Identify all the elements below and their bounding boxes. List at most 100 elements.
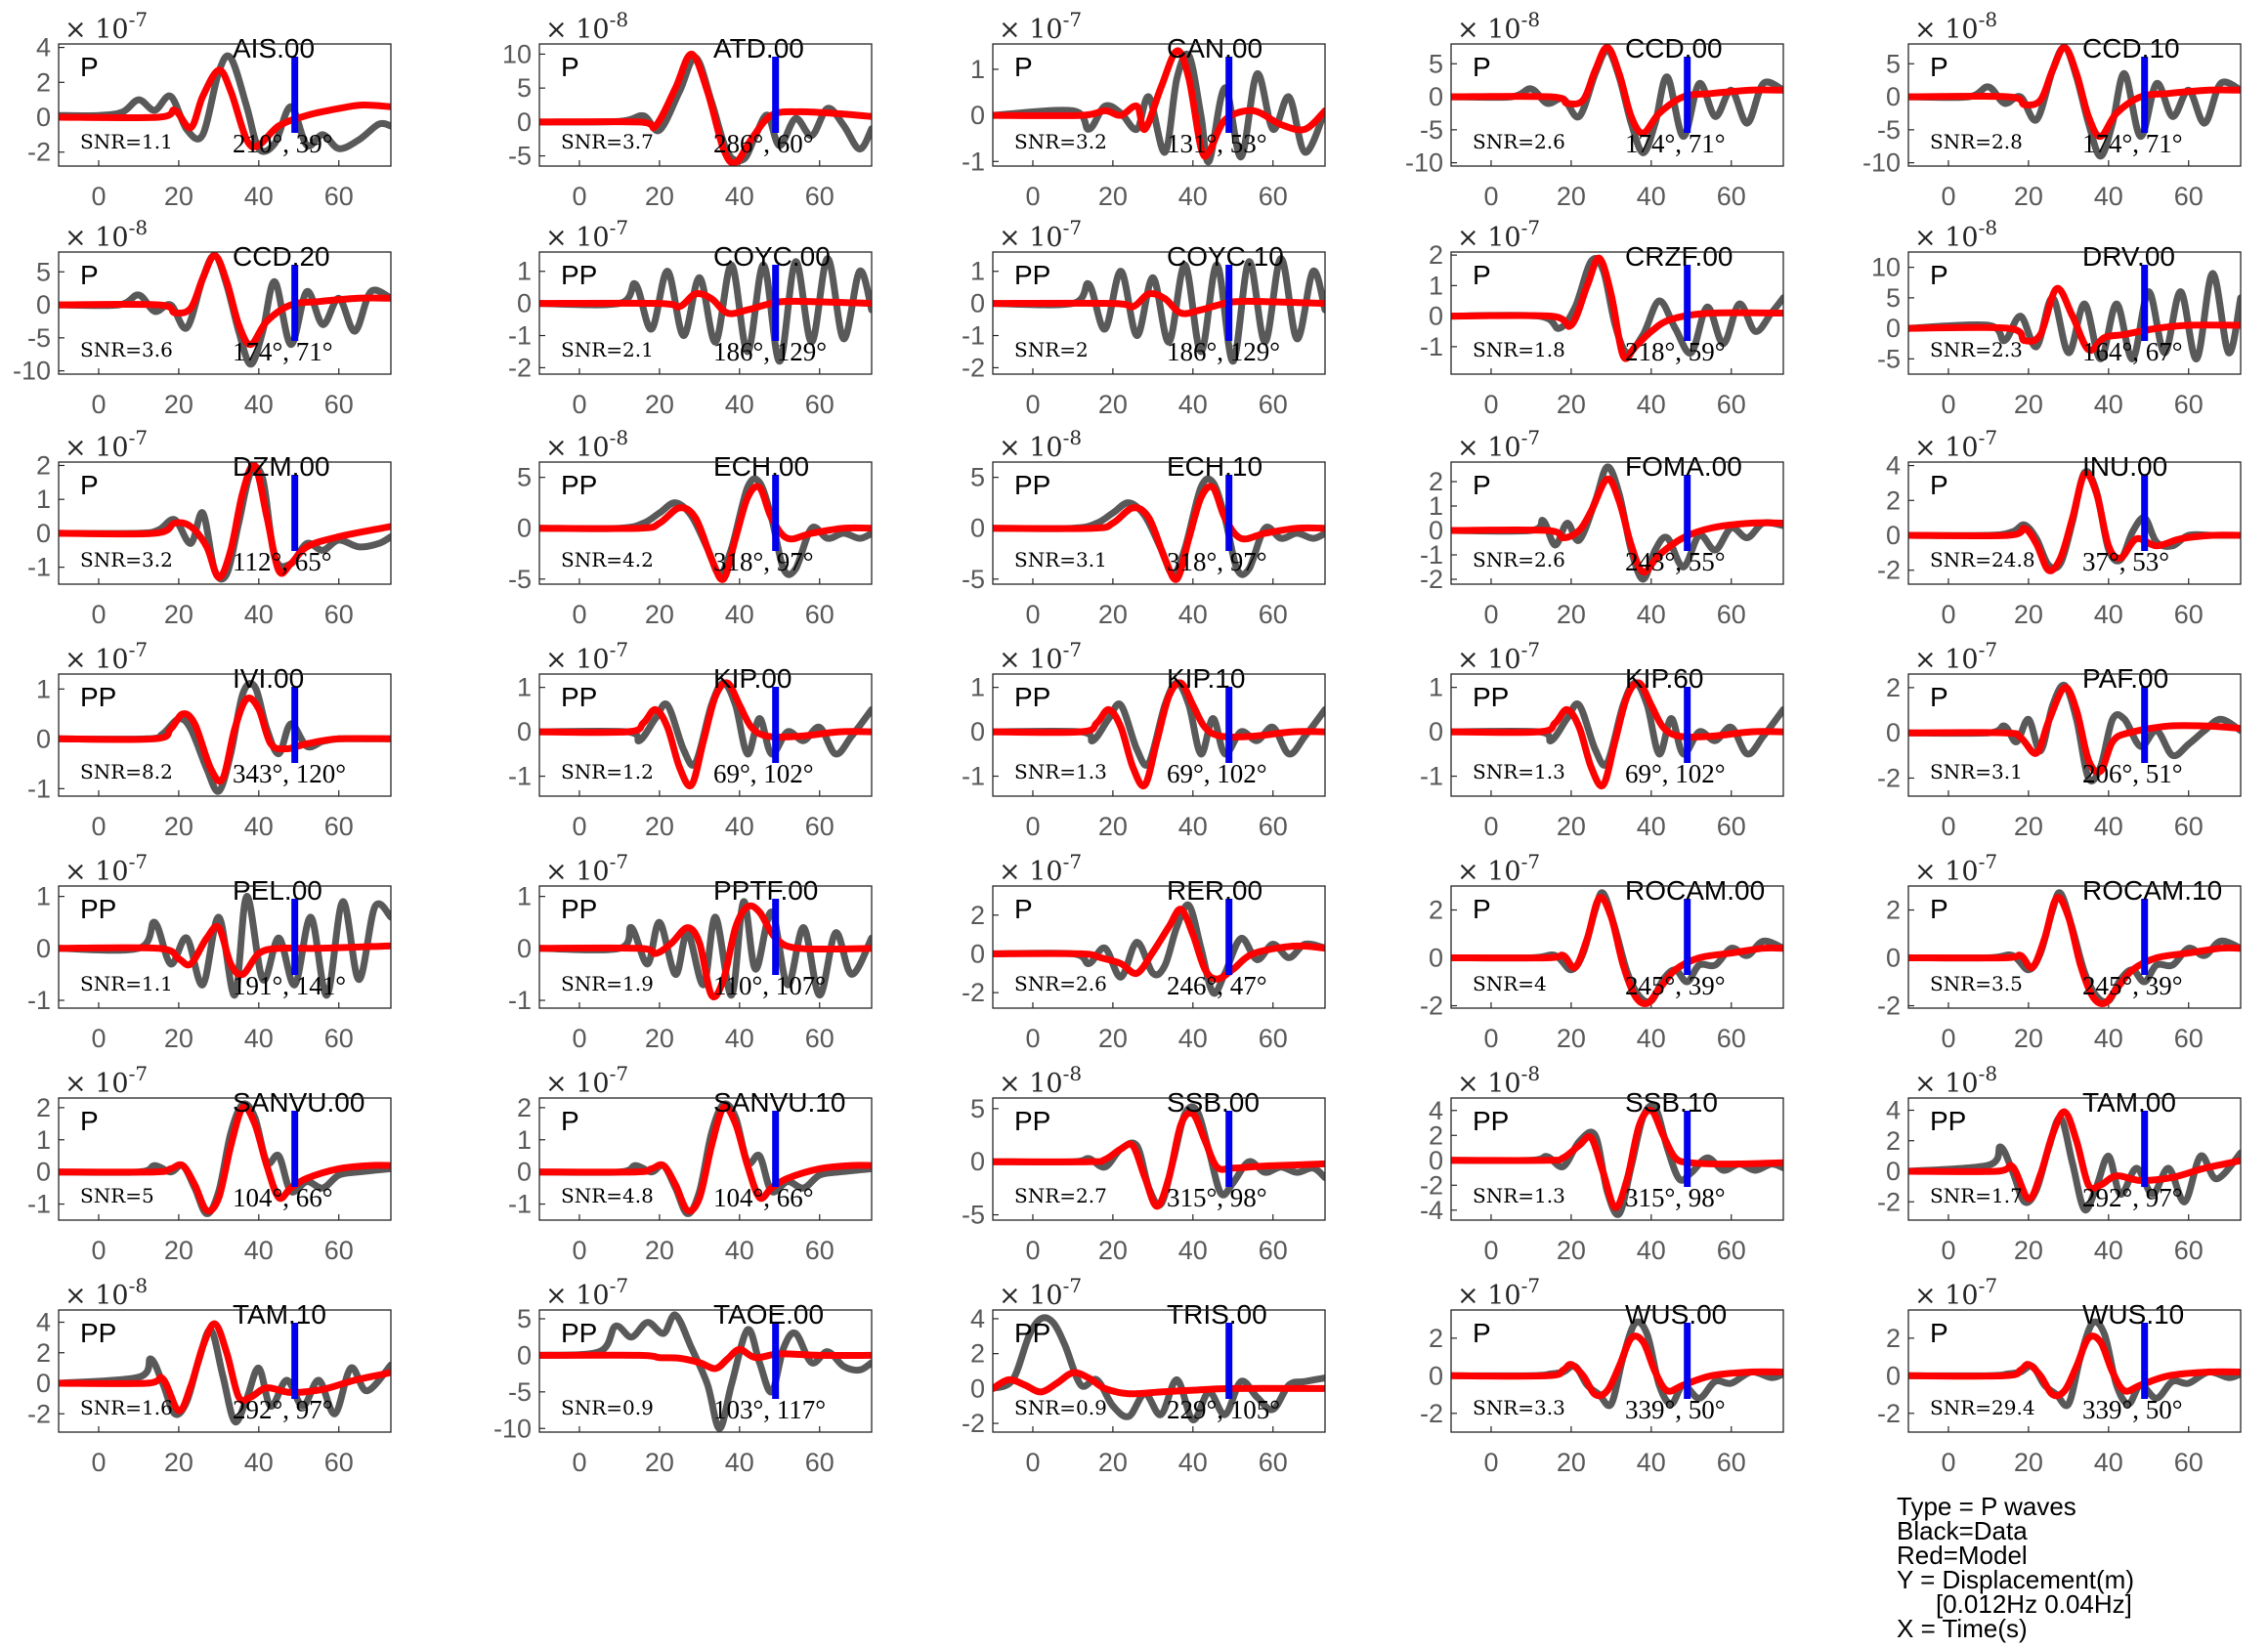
panel-ech-00-data-trace — [539, 475, 872, 578]
panel-ech-10-angles-label: 318°, 97° — [1167, 547, 1267, 576]
panel-dzm-00-exponent-base: × 10 — [64, 433, 129, 463]
panel-kip-60-xtick-label: 40 — [1637, 812, 1666, 841]
panel-taoe-00-time-marker — [772, 1323, 780, 1399]
panel-tam-00-xtick-label: 20 — [2014, 1236, 2043, 1265]
panel-ccd-20-ytick-label: -10 — [13, 357, 51, 386]
panel-paf-00-ytick-label: 2 — [1886, 673, 1901, 702]
panel-ais-00-exponent-power: -7 — [129, 8, 148, 31]
panel-pel-00-exponent-base: × 10 — [64, 857, 129, 887]
panel-paf-00-ytick-label: -2 — [1877, 763, 1901, 792]
panel-kip-00-exponent: × 10-7 — [545, 638, 628, 675]
panel-ccd-00-station-label: CCD.00 — [1625, 33, 1723, 63]
panel-drv-00-axes-frame — [1907, 251, 2242, 375]
panel-ech-10-axes-frame — [992, 461, 1326, 585]
panel-ccd-10-xtick-label: 0 — [1941, 182, 1955, 211]
legend-type: Type = P waves — [1897, 1492, 2076, 1521]
panel-foma-00-model-trace — [1451, 475, 1783, 576]
panel-ccd-10-angles-label: 174°, 71° — [2082, 129, 2183, 158]
panel-ccd-10-xtick-label: 20 — [2014, 182, 2043, 211]
panel-crzf-00-xtick-label: 20 — [1557, 390, 1586, 419]
panel-pel-00-xtick-label: 60 — [324, 1024, 354, 1053]
panel-rocam-10-xtick-label: 40 — [2094, 1024, 2123, 1053]
panel-wus-10-xtick-label: 20 — [2014, 1448, 2043, 1477]
panel-ivi-00-exponent-power: -7 — [129, 638, 148, 661]
panel-pptf-00-xtick-label: 0 — [572, 1024, 586, 1053]
panel-dzm-00-ytick-label: -1 — [27, 553, 51, 582]
panel-taoe-00-ytick-label: 5 — [517, 1304, 532, 1333]
panel-rocam-10-axes-frame — [1907, 885, 2242, 1009]
panel-atd-00-xtick-label: 0 — [572, 182, 586, 211]
panel-pel-00-axes-frame — [58, 885, 392, 1009]
panel-pptf-00-exponent-base: × 10 — [545, 857, 610, 887]
panel-drv-00-exponent-power: -8 — [1979, 216, 1997, 239]
panel-ech-10-exponent: × 10-8 — [999, 426, 1082, 463]
panel-tris-00-exponent: × 10-7 — [999, 1274, 1082, 1311]
panel-tam-00-time-marker — [2141, 1111, 2149, 1187]
panel-crzf-00-data-trace — [1451, 255, 1783, 357]
panel-crzf-00-ytick-label: 2 — [1429, 240, 1443, 270]
panel-kip-00-xtick-label: 40 — [725, 812, 754, 841]
panel-kip-10-exponent-power: -7 — [1063, 638, 1082, 661]
panel-kip-60-time-marker — [1684, 687, 1691, 763]
panel-tris-00-exponent-base: × 10 — [999, 1281, 1063, 1311]
panel-kip-60-angles-label: 69°, 102° — [1625, 759, 1726, 788]
panel-ccd-20-ytick-label: 5 — [36, 257, 51, 286]
panel-tris-00-ytick-label: 0 — [970, 1373, 985, 1403]
panel-coyc-10-ytick-label: -2 — [962, 353, 985, 382]
panel-paf-00-exponent: × 10-7 — [1914, 638, 1997, 675]
panel-drv-00-ytick-label: 5 — [1886, 283, 1901, 313]
panel-ech-00-exponent-base: × 10 — [545, 433, 610, 463]
panel-ssb-10-snr-label: SNR=1.3 — [1473, 1184, 1565, 1207]
panel-crzf-00-station-label: CRZF.00 — [1625, 241, 1733, 272]
panel-pptf-00-ytick-label: 1 — [517, 882, 532, 911]
panel-tris-00-model-trace — [993, 1369, 1325, 1398]
panel-pel-00-xtick-label: 40 — [244, 1024, 274, 1053]
panel-rocam-00-phase-label: P — [1473, 894, 1491, 924]
panel-rer-00-xtick-label: 60 — [1259, 1024, 1288, 1053]
panel-crzf-00-model-trace — [1451, 254, 1783, 362]
panel-wus-00-snr-label: SNR=3.3 — [1473, 1396, 1565, 1419]
panel-wus-00-exponent: × 10-7 — [1457, 1274, 1540, 1311]
panel-kip-00-data-trace — [539, 679, 872, 769]
panel-pel-00-snr-label: SNR=1.1 — [80, 972, 173, 995]
panel-ivi-00-ytick-label: 0 — [36, 724, 51, 753]
panel-ccd-00-ytick-label: 0 — [1429, 82, 1443, 111]
panel-drv-00-xtick-label: 60 — [2174, 390, 2204, 419]
panel-wus-10-xtick-label: 40 — [2094, 1448, 2123, 1477]
panel-tam-00-phase-label: PP — [1930, 1106, 1966, 1136]
panel-dzm-00-time-marker — [291, 475, 299, 551]
panel-rocam-00-xtick-label: 0 — [1483, 1024, 1498, 1053]
panel-ivi-00-exponent: × 10-7 — [64, 638, 148, 675]
panel-rocam-00-xtick-label: 20 — [1557, 1024, 1586, 1053]
panel-can-00-exponent: × 10-7 — [999, 8, 1082, 45]
panel-foma-00-xtick-label: 20 — [1557, 600, 1586, 629]
panel-sanvu-10-ytick-label: 0 — [517, 1158, 532, 1187]
panel-kip-10-ytick-label: -1 — [962, 762, 985, 791]
panel-coyc-00-model-trace — [539, 289, 872, 317]
panel-paf-00-model-trace — [1908, 684, 2241, 776]
panel-dzm-00-xtick-label: 20 — [164, 600, 193, 629]
panel-ccd-20-axes-frame — [58, 251, 392, 375]
panel-paf-00-data-trace — [1908, 681, 2241, 785]
panel-kip-60-snr-label: SNR=1.3 — [1473, 760, 1565, 783]
panel-ccd-00-xtick-label: 20 — [1557, 182, 1586, 211]
panel-pptf-00-phase-label: PP — [561, 894, 597, 924]
panel-rocam-10-xtick-label: 20 — [2014, 1024, 2043, 1053]
panel-ais-00-xtick-label: 0 — [91, 182, 106, 211]
panel-sanvu-00-time-marker — [291, 1111, 299, 1187]
panel-sanvu-00-exponent-base: × 10 — [64, 1069, 129, 1099]
panel-ech-10-time-marker — [1225, 475, 1233, 551]
panel-ccd-10-exponent-base: × 10 — [1914, 15, 1979, 45]
panel-wus-00-exponent-base: × 10 — [1457, 1281, 1521, 1311]
panel-tris-00-xtick-label: 0 — [1025, 1448, 1040, 1477]
panel-ais-00-ytick-label: 4 — [36, 33, 51, 63]
panel-pel-00-ytick-label: -1 — [27, 986, 51, 1015]
panel-taoe-00-xtick-label: 0 — [572, 1448, 586, 1477]
panel-kip-10-station-label: KIP.10 — [1167, 663, 1245, 694]
panel-ais-00-snr-label: SNR=1.1 — [80, 130, 173, 153]
panel-tam-00-xtick-label: 40 — [2094, 1236, 2123, 1265]
panel-tam-10-exponent-power: -8 — [129, 1274, 148, 1297]
